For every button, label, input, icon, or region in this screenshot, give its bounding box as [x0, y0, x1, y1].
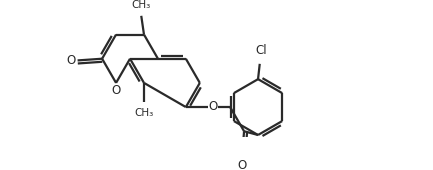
Text: O: O — [238, 159, 247, 170]
Text: CH₃: CH₃ — [134, 108, 154, 118]
Text: CH₃: CH₃ — [132, 0, 151, 10]
Text: O: O — [111, 84, 121, 97]
Text: Cl: Cl — [255, 44, 267, 57]
Text: O: O — [209, 100, 218, 113]
Text: O: O — [67, 54, 76, 67]
